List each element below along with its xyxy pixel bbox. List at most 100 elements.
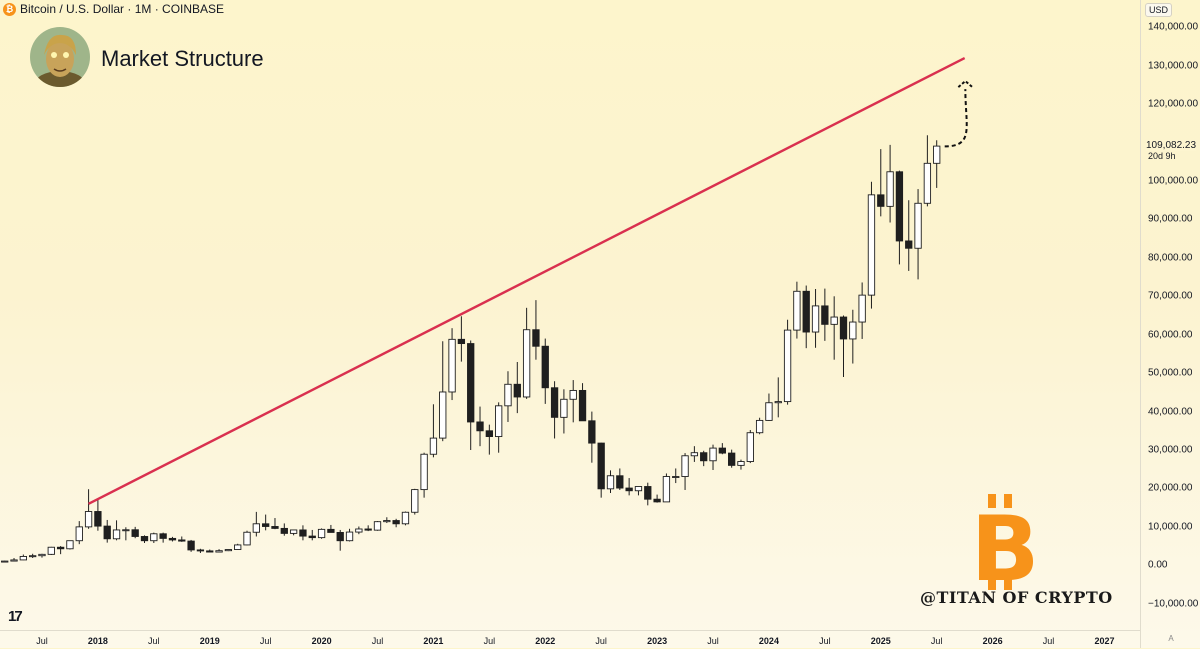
symbol-header[interactable]: ₿ Bitcoin / U.S. Dollar · 1M · COINBASE xyxy=(0,0,224,18)
candle[interactable] xyxy=(765,393,773,421)
candle[interactable] xyxy=(476,406,484,447)
candle[interactable] xyxy=(625,478,633,496)
candle[interactable] xyxy=(448,328,456,401)
candle[interactable] xyxy=(66,540,74,550)
candle[interactable] xyxy=(308,529,316,541)
candle[interactable] xyxy=(224,549,233,552)
candle[interactable] xyxy=(895,170,904,265)
candle[interactable] xyxy=(783,319,792,405)
candle[interactable] xyxy=(793,281,801,339)
candle[interactable] xyxy=(457,316,466,362)
candle[interactable] xyxy=(700,450,708,467)
candle[interactable] xyxy=(550,381,559,439)
candle[interactable] xyxy=(56,546,65,555)
candle[interactable] xyxy=(355,526,363,535)
candle[interactable] xyxy=(877,149,885,217)
candle[interactable] xyxy=(923,135,932,207)
candle[interactable] xyxy=(541,338,549,404)
candle[interactable] xyxy=(802,285,810,349)
candle[interactable] xyxy=(672,468,680,484)
candle[interactable] xyxy=(168,536,177,542)
auto-scale-button[interactable]: A xyxy=(1168,634,1174,643)
candle[interactable] xyxy=(262,514,270,531)
candle[interactable] xyxy=(495,402,503,453)
candle[interactable] xyxy=(606,470,615,494)
candle[interactable] xyxy=(681,453,689,490)
candle[interactable] xyxy=(439,341,447,442)
candle[interactable] xyxy=(206,549,214,553)
candle[interactable] xyxy=(616,468,624,490)
candle[interactable] xyxy=(234,543,242,550)
candle[interactable] xyxy=(29,553,37,558)
candle[interactable] xyxy=(75,521,83,545)
candle[interactable] xyxy=(886,144,894,223)
candle[interactable] xyxy=(774,377,782,418)
candle[interactable] xyxy=(47,546,55,555)
candle[interactable] xyxy=(401,511,410,526)
candle[interactable] xyxy=(905,200,913,271)
candle[interactable] xyxy=(504,371,512,422)
candle[interactable] xyxy=(867,181,876,309)
candle[interactable] xyxy=(336,529,344,551)
candle[interactable] xyxy=(644,482,652,506)
candle[interactable] xyxy=(709,444,717,470)
candle[interactable] xyxy=(327,524,335,533)
candle[interactable] xyxy=(215,549,223,553)
candle[interactable] xyxy=(849,309,857,364)
candle[interactable] xyxy=(718,443,726,455)
candle[interactable] xyxy=(560,389,568,434)
candle[interactable] xyxy=(839,315,848,377)
candle[interactable] xyxy=(597,442,605,498)
candle[interactable] xyxy=(569,380,577,423)
candle[interactable] xyxy=(187,539,195,552)
candle[interactable] xyxy=(933,140,941,188)
candle[interactable] xyxy=(271,518,279,530)
candle[interactable] xyxy=(252,511,260,537)
candle[interactable] xyxy=(84,489,93,529)
candle[interactable] xyxy=(196,548,205,554)
candle[interactable] xyxy=(532,300,540,360)
candle[interactable] xyxy=(373,521,382,531)
candle[interactable] xyxy=(19,554,27,561)
candle[interactable] xyxy=(690,446,699,462)
candle[interactable] xyxy=(737,459,745,470)
candle[interactable] xyxy=(112,520,121,541)
candle[interactable] xyxy=(858,282,866,339)
candle[interactable] xyxy=(10,557,18,562)
candle[interactable] xyxy=(243,530,251,546)
candle[interactable] xyxy=(1,560,9,563)
candle[interactable] xyxy=(150,532,158,544)
candle[interactable] xyxy=(122,527,130,541)
candle[interactable] xyxy=(289,529,298,536)
candle[interactable] xyxy=(746,430,754,464)
candle[interactable] xyxy=(522,307,531,399)
candle[interactable] xyxy=(392,518,400,528)
candle[interactable] xyxy=(811,288,820,348)
candle[interactable] xyxy=(755,417,764,435)
candle[interactable] xyxy=(345,528,354,542)
resistance-trendline[interactable] xyxy=(88,56,966,505)
candle[interactable] xyxy=(578,383,587,422)
candle[interactable] xyxy=(653,494,661,503)
candle[interactable] xyxy=(662,473,671,503)
candle[interactable] xyxy=(94,499,102,531)
candle[interactable] xyxy=(364,525,372,532)
candle[interactable] xyxy=(178,536,186,542)
candle[interactable] xyxy=(317,528,326,539)
candle[interactable] xyxy=(914,189,922,280)
candle[interactable] xyxy=(429,404,438,458)
candle[interactable] xyxy=(280,523,288,536)
candle[interactable] xyxy=(634,486,643,496)
candle[interactable] xyxy=(420,452,428,498)
candle[interactable] xyxy=(38,553,46,558)
candle[interactable] xyxy=(411,488,419,515)
candle[interactable] xyxy=(383,517,391,524)
price-axis[interactable] xyxy=(1140,0,1200,648)
tradingview-logo[interactable]: 17 xyxy=(8,608,23,625)
candle[interactable] xyxy=(140,535,149,544)
candle[interactable] xyxy=(467,340,475,451)
candle[interactable] xyxy=(588,411,596,463)
candle[interactable] xyxy=(821,288,829,341)
candle[interactable] xyxy=(830,296,838,360)
candle[interactable] xyxy=(159,532,167,543)
